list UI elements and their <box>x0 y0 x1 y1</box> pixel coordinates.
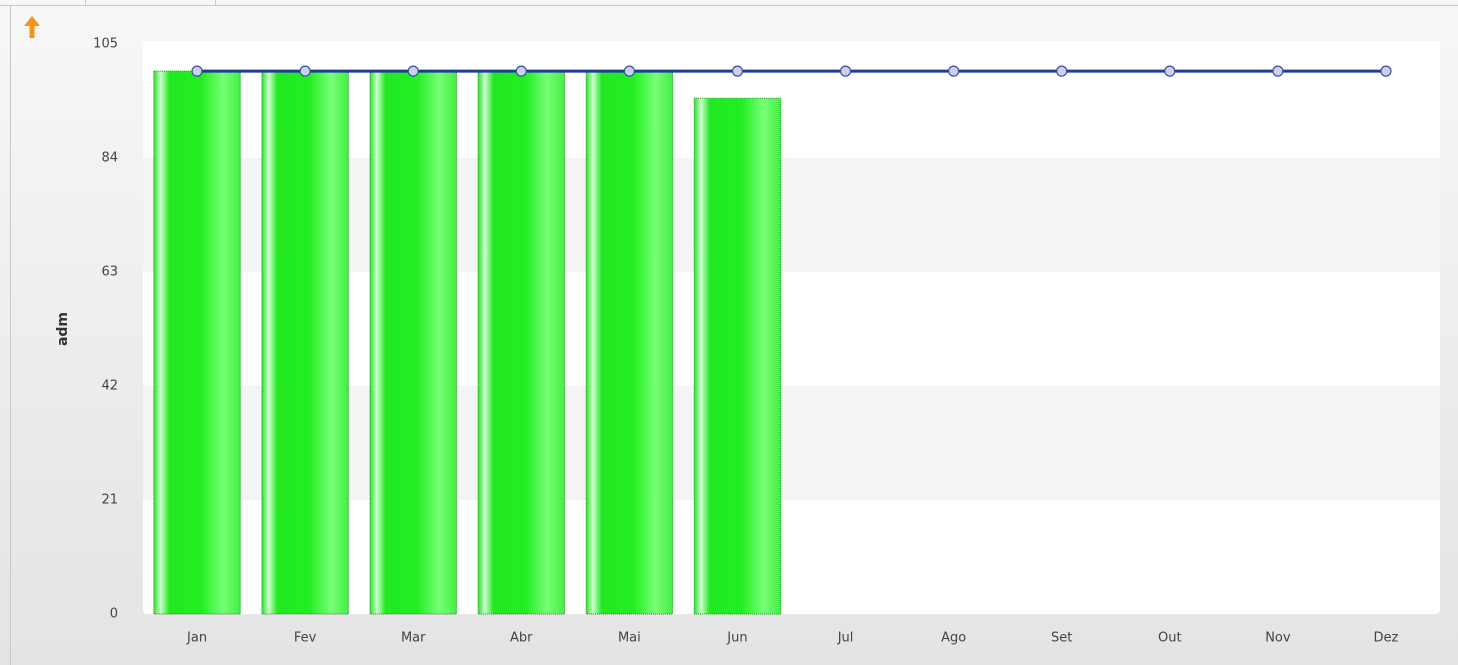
x-tick-label: Mai <box>618 631 641 646</box>
y-axis-label: adm <box>55 312 71 346</box>
line-point <box>948 65 960 77</box>
line-point <box>1164 65 1176 77</box>
x-tick-label: Fev <box>294 631 317 646</box>
y-tick-label: 105 <box>93 37 118 52</box>
line-point <box>407 65 419 77</box>
line-point <box>299 65 311 77</box>
line-point <box>839 65 852 77</box>
line-point <box>731 65 744 77</box>
line-point <box>1056 65 1068 77</box>
bar <box>153 70 241 615</box>
bar <box>369 70 457 615</box>
x-tick-label: Out <box>1158 631 1182 646</box>
x-tick-label: Abr <box>510 631 533 646</box>
y-tick-label: 42 <box>101 379 118 394</box>
y-tick-label: 21 <box>101 493 118 508</box>
x-tick-label: Set <box>1051 631 1072 646</box>
line-point <box>1272 65 1284 77</box>
bar <box>585 70 674 615</box>
x-tick-label: Jul <box>837 631 854 646</box>
bar <box>261 70 349 615</box>
y-tick-label: 0 <box>110 607 118 622</box>
line-point <box>515 65 527 77</box>
line-point <box>623 65 635 77</box>
x-tick-label: Mar <box>401 631 426 646</box>
x-tick-label: Dez <box>1374 631 1399 646</box>
y-tick-label: 63 <box>101 265 118 280</box>
x-tick-label: Ago <box>941 631 966 646</box>
bar <box>477 70 566 615</box>
bar <box>693 97 782 615</box>
x-tick-label: Jun <box>726 631 747 646</box>
grid-band <box>143 386 1440 500</box>
y-tick-label: 84 <box>101 151 118 166</box>
x-tick-label: Nov <box>1265 631 1291 646</box>
line-point <box>191 65 203 77</box>
x-tick-label: Jan <box>186 631 207 646</box>
grid-band <box>143 158 1440 272</box>
collapse-arrow[interactable] <box>24 16 40 38</box>
line-point <box>1380 65 1392 77</box>
